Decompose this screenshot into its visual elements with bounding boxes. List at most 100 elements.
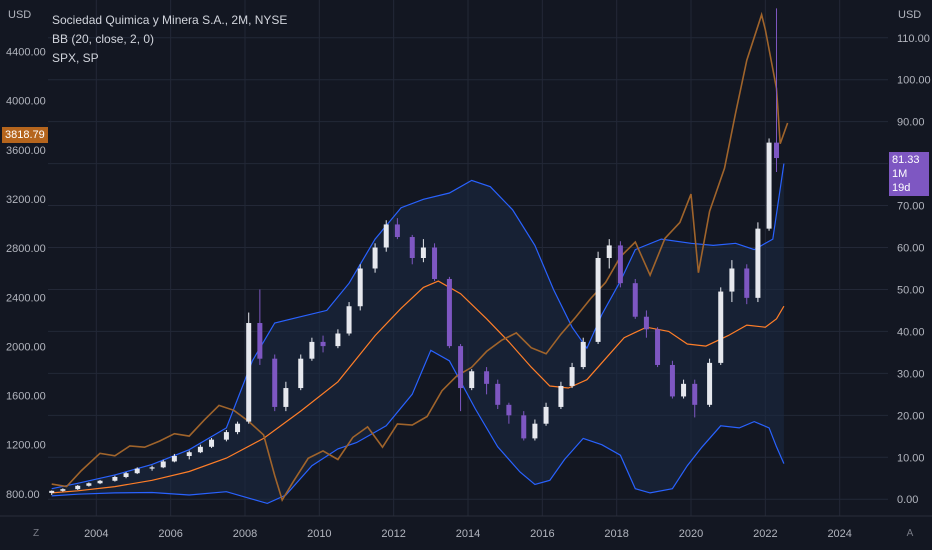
time-tick-label: 2016 xyxy=(530,528,554,540)
time-tick-label: 2012 xyxy=(381,528,405,540)
candle-body xyxy=(272,358,278,407)
candle-body xyxy=(209,439,215,447)
candle-body xyxy=(335,333,341,347)
candle-body xyxy=(580,341,586,368)
candle-body xyxy=(320,341,326,347)
candle-body xyxy=(543,406,549,424)
right-tick-label: 30.00 xyxy=(897,368,925,380)
candle-body xyxy=(309,341,315,359)
legend-compare[interactable]: SPX, SP xyxy=(52,51,99,65)
candle-body xyxy=(469,371,475,389)
right-tick-label: 110.00 xyxy=(897,33,930,45)
time-tick-label: 2020 xyxy=(679,528,703,540)
candle-body xyxy=(283,388,289,407)
candle-body xyxy=(755,228,761,298)
candle-body xyxy=(357,268,363,307)
candle-body xyxy=(394,224,400,238)
left-tick-label: 1600.00 xyxy=(6,391,46,403)
candle-body xyxy=(60,489,66,491)
left-axis[interactable]: 800.00 1200.00 1600.00 2000.00 2400.00 2800.0… xyxy=(6,47,46,501)
left-tick-label: 2800.00 xyxy=(6,243,46,255)
time-tick-label: 2022 xyxy=(753,528,777,540)
candle-body xyxy=(432,247,438,279)
left-tick-label: 1200.00 xyxy=(6,440,46,452)
candle-body xyxy=(346,306,352,334)
right-tick-label: 70.00 xyxy=(897,201,925,213)
candle-body xyxy=(298,358,304,389)
right-tick-label: 50.00 xyxy=(897,284,925,296)
right-tick-label: 60.00 xyxy=(897,243,925,255)
candle-body xyxy=(773,142,779,159)
right-axis-unit: USD xyxy=(898,9,922,21)
candle-body xyxy=(669,364,675,397)
time-tick-label: 2006 xyxy=(158,528,182,540)
left-tick-label: 3600.00 xyxy=(6,145,46,157)
candle-body xyxy=(383,224,389,248)
candle-body xyxy=(223,432,229,440)
bb-band-fill xyxy=(51,163,784,504)
candle-body xyxy=(235,423,241,433)
candle-body xyxy=(521,415,527,439)
candle-body xyxy=(372,247,378,269)
series-line-spx xyxy=(51,11,789,502)
candle-body xyxy=(532,423,538,439)
time-tick-label: 2014 xyxy=(456,528,480,540)
candle-body xyxy=(595,258,601,342)
zoom-button[interactable]: Z xyxy=(32,528,40,539)
left-tick-label: 2400.00 xyxy=(6,292,46,304)
candle-body xyxy=(186,452,192,457)
series-lines xyxy=(51,11,789,505)
left-tick-label: 2000.00 xyxy=(6,341,46,353)
candle-body xyxy=(729,268,735,292)
candle-body xyxy=(246,323,252,422)
right-tick-label: 10.00 xyxy=(897,452,925,464)
candle-body xyxy=(655,329,661,365)
candle-body xyxy=(506,404,512,416)
right-tick-label: 100.00 xyxy=(897,75,931,87)
left-axis-unit: USD xyxy=(8,9,32,21)
candle-body xyxy=(123,473,129,477)
legend-title[interactable]: Sociedad Quimica y Minera S.A., 2M, NYSE xyxy=(52,13,288,27)
candle-body xyxy=(692,383,698,405)
legend: Sociedad Quimica y Minera S.A., 2M, NYSE… xyxy=(52,11,287,68)
candle-body xyxy=(632,283,638,317)
candle-body xyxy=(49,490,55,493)
time-tick-label: 2010 xyxy=(307,528,331,540)
auto-scale-button[interactable]: A xyxy=(906,528,914,539)
series-line-bb-upper xyxy=(51,163,785,490)
left-tick-label: 4000.00 xyxy=(6,96,46,108)
candle-body xyxy=(718,291,724,363)
spx-last-price-badge: 3818.79 xyxy=(2,127,48,143)
time-axis[interactable]: 2004 2006 2008 2010 2012 2014 2016 2018 2020 2022… xyxy=(84,528,852,540)
left-tick-label: 4400.00 xyxy=(6,47,46,59)
left-tick-label: 3200.00 xyxy=(6,194,46,206)
candle-body xyxy=(617,245,623,284)
candle-body xyxy=(707,362,713,405)
candle-body xyxy=(97,480,103,484)
candle-body xyxy=(134,468,140,474)
legend-indicator[interactable]: BB (20, close, 2, 0) xyxy=(52,32,155,46)
candle-body xyxy=(643,316,649,330)
candle-body xyxy=(420,247,426,258)
candle-body xyxy=(75,485,81,490)
candle-body xyxy=(171,456,177,462)
candle-body xyxy=(484,371,490,384)
candle-body xyxy=(458,346,464,389)
candle-body xyxy=(86,483,92,486)
right-tick-label: 20.00 xyxy=(897,410,925,422)
right-tick-label: 90.00 xyxy=(897,117,925,129)
candle-body xyxy=(744,268,750,298)
candles xyxy=(49,8,779,496)
left-tick-label: 800.00 xyxy=(6,489,40,501)
candle-body xyxy=(197,446,203,453)
bar-countdown: 1M 19d xyxy=(892,168,911,194)
time-tick-label: 2024 xyxy=(827,528,851,540)
series-line-bb-lower xyxy=(51,349,785,505)
candle-body xyxy=(112,476,118,481)
time-tick-label: 2008 xyxy=(233,528,257,540)
candle-body xyxy=(149,467,155,469)
sqm-last-price: 81.33 xyxy=(892,154,920,166)
candle-body xyxy=(409,237,415,258)
right-tick-label: 0.00 xyxy=(897,494,918,506)
